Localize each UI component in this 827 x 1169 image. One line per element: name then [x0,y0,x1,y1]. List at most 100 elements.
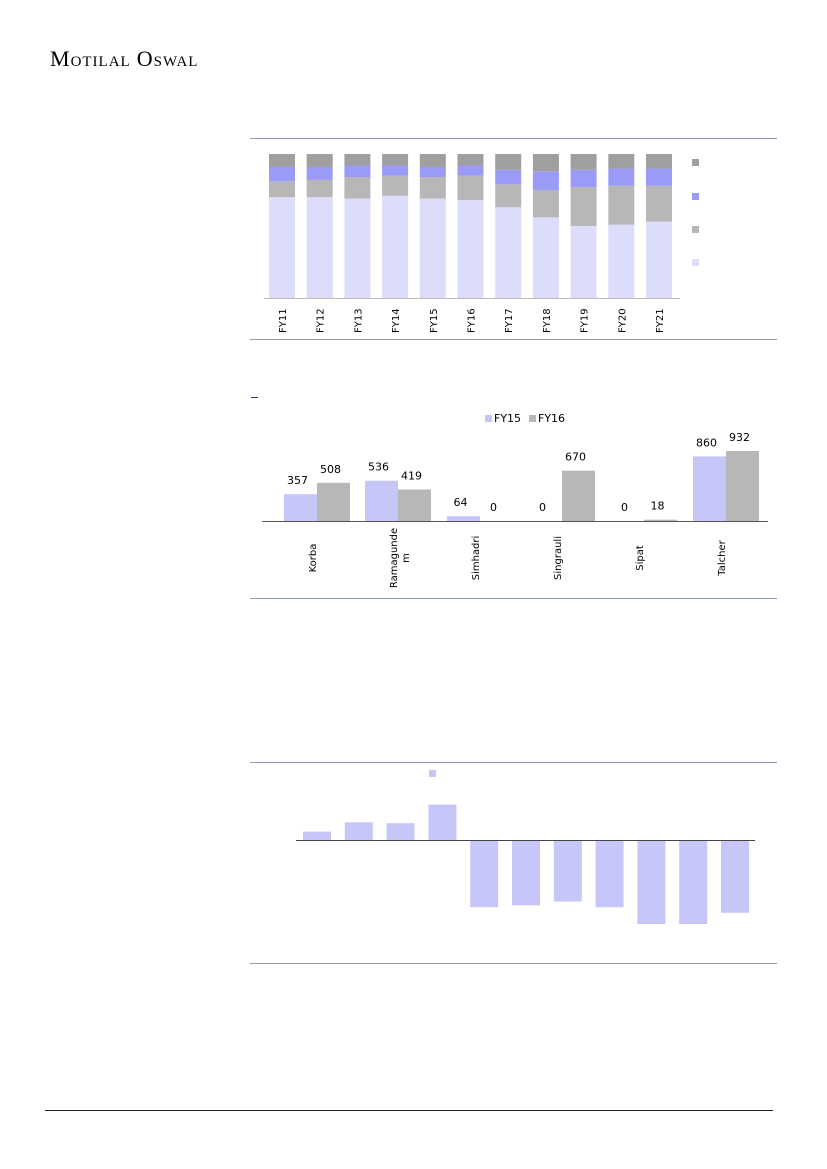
chart2-bar-korba-fy15 [284,494,317,521]
chart2-value-korba-fy16: 508 [320,463,341,476]
chart1-legend-swatch-3 [692,193,699,200]
chart2-bar-ramagunde-m-fy15 [365,480,398,521]
chart1-bar-FY15-s2 [419,177,446,199]
chart1-bar-FY13-s1 [344,198,371,298]
chart1-bar-FY19-s1 [570,226,597,298]
chart1-bar-FY17-s4 [495,154,522,170]
chart1-bar-FY18-s3 [532,171,559,190]
chart3-bar-8 [595,840,624,908]
chart1-bar-FY19-s4 [570,154,597,170]
chart1-tick-FY16: FY16 [467,308,478,333]
chart3-bar-9 [637,840,666,924]
chart1-bar-FY12-s3 [306,166,333,180]
chart1-bar-FY20-s1 [608,224,635,298]
chart1-bar-FY17-s1 [495,207,522,298]
chart1-bar-FY14-s3 [382,165,409,176]
chart1-tick-FY15: FY15 [429,308,440,333]
chart2-tick-talcher: Talcher [717,539,728,576]
chart1-bar-FY14-s4 [382,154,409,166]
chart1-tick-FY14: FY14 [391,308,402,333]
chart1-bar-FY18-s4 [532,154,559,172]
chart2-bar-ramagunde-m-fy16 [398,489,431,521]
chart1-bar-FY16-s4 [457,154,484,166]
chart2-value-sipat-fy15: 0 [621,501,628,514]
chart2-bar-sipat-fy16 [644,519,677,521]
chart1-bar-FY18-s1 [532,217,559,298]
chart1-bar-FY19-s2 [570,187,597,226]
chart1-tick-FY12: FY12 [316,308,327,333]
chart2-value-simhadri-fy15: 64 [454,496,468,509]
chart2-tick-sipat: Sipat [635,545,646,571]
chart1-bar-FY20-s3 [608,168,635,186]
chart3-bar-10 [679,840,708,924]
chart1-bar-FY16-s3 [457,165,484,176]
chart2-value-ramagunde-m-fy15: 536 [368,461,389,474]
source-link[interactable] [251,397,258,398]
chart1-bar-FY20-s2 [608,185,635,225]
chart2-value-singrauli-fy16: 670 [565,451,586,464]
chart1-bar-FY13-s2 [344,177,371,199]
chart2-value-korba-fy15: 357 [287,474,308,487]
chart2-tick-korba: Korba [308,544,319,573]
chart2-tick-simhadri: Simhadri [471,536,482,581]
chart2-tick-singrauli: Singrauli [553,536,564,580]
chart2-legend-fy15: FY15 [494,412,521,425]
chart2-value-singrauli-fy15: 0 [539,501,546,514]
chart2-bar-singrauli-fy16 [562,470,595,521]
chart1-bar-FY21-s3 [646,168,672,186]
chart1-bar-FY15-s4 [419,154,446,167]
chart2-legend-fy16: FY16 [538,412,565,425]
chart1-bar-FY13-s4 [344,154,371,166]
chart2-value-simhadri-fy16: 0 [490,501,497,514]
chart3-bar-3 [386,823,415,840]
chart1-tick-FY13: FY13 [353,308,364,333]
chart1-tick-FY11: FY11 [278,308,289,333]
chart1-bar-FY16-s2 [457,175,484,201]
chart3-top-rule [250,762,777,763]
chart1-bar-FY11-s2 [269,181,295,198]
chart1-bar-FY16-s1 [457,200,484,298]
chart2-tick-ramagunde-m: Ramagundem [389,528,412,588]
chart1-bar-FY20-s4 [608,154,635,169]
chart1-tick-FY20: FY20 [617,308,628,333]
chart3-bar-4 [428,804,457,840]
chart1-bar-FY11-s3 [269,166,295,182]
chart1-tick-FY17: FY17 [504,308,515,333]
chart1-tick-FY18: FY18 [542,308,553,333]
chart1-bar-FY12-s1 [306,197,333,298]
chart3-bottom-rule [250,963,777,964]
chart3-bar-5 [470,840,499,908]
chart1-bar-FY21-s2 [646,185,672,222]
chart2-bar-talcher-fy15 [693,456,726,521]
chart2-value-sipat-fy16: 18 [651,500,665,513]
chart1-bottom-rule [250,339,777,340]
chart3-bar-1 [303,831,331,840]
chart1-bar-FY18-s2 [532,190,559,218]
chart2-bar-talcher-fy16 [726,451,759,521]
chart2-legend-swatch-fy16 [529,415,536,422]
chart2-legend-swatch-fy15 [485,415,492,422]
chart1-bar-FY14-s1 [382,195,409,298]
chart3-bar-7 [553,840,582,902]
chart1-bar-FY21-s4 [646,154,672,169]
chart3-bar-6 [512,840,540,906]
chart1-bar-FY15-s3 [419,166,446,178]
chart1-bar-FY11-s4 [269,154,295,167]
chart1-bar-FY15-s1 [419,198,446,298]
chart1-bar-FY11-s1 [269,197,295,298]
chart1-bar-FY19-s3 [570,169,597,188]
chart3-bar-2 [344,822,373,840]
chart1-bar-FY17-s2 [495,184,522,208]
chart2-bar-simhadri-fy15 [447,516,480,521]
company-logo: MOTILAL OSWAL [50,46,199,71]
chart2-bar-korba-fy16 [317,482,350,521]
chart1-legend-swatch-1 [692,259,699,266]
chart1-legend-swatch-2 [692,226,699,233]
chart2-bottom-rule [250,598,777,599]
chart2-value-talcher-fy16: 932 [729,431,750,444]
footer-rule [45,1110,773,1111]
chart1-bar-FY13-s3 [344,165,371,178]
